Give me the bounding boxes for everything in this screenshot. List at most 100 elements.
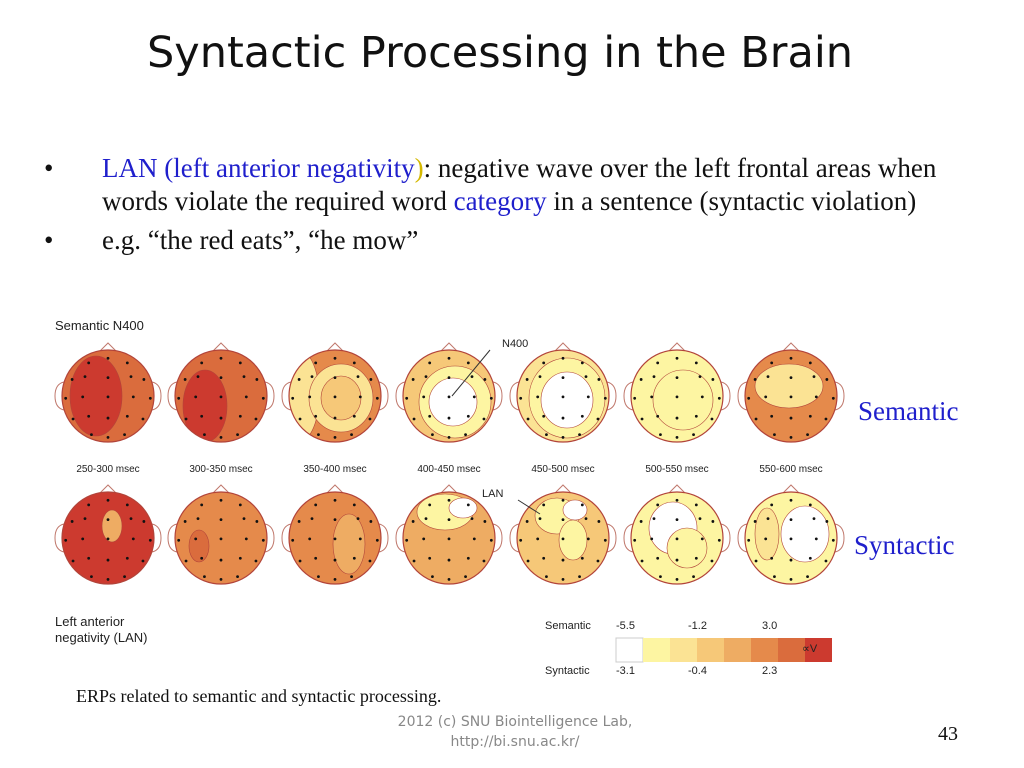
electrode (586, 537, 590, 541)
syntactic-row-label: Syntactic (854, 530, 955, 560)
electrode (412, 417, 416, 421)
bullet-dot: • (44, 225, 54, 255)
electrode (352, 556, 356, 560)
electrode (203, 575, 206, 579)
electrode (356, 375, 360, 379)
electrode (200, 361, 204, 365)
electrode (129, 375, 133, 379)
right-ear (151, 381, 162, 411)
scale-swatch (751, 638, 778, 662)
electrode (808, 556, 812, 560)
electrode (675, 518, 679, 521)
electrode (789, 376, 793, 379)
electrode (106, 436, 110, 439)
electrode (291, 396, 295, 400)
left-ear (737, 381, 748, 411)
electrode (538, 517, 542, 521)
electrode (90, 433, 93, 437)
electrode (148, 396, 152, 400)
electrode (603, 396, 607, 400)
electrode (675, 356, 679, 360)
electrode (238, 503, 242, 507)
bullet-item-example: • e.g. “the red eats”, “he mow” (40, 224, 980, 257)
electrode (106, 558, 110, 562)
electrode (424, 375, 428, 379)
electrode (194, 395, 198, 399)
electrode (561, 498, 565, 502)
electrode (350, 575, 353, 579)
right-ear (492, 523, 503, 553)
electrode (352, 361, 356, 365)
electrode (87, 361, 91, 365)
contour-region (182, 369, 228, 442)
scalp-map-sem-2 (167, 342, 275, 443)
right-ear (834, 381, 845, 411)
lan-figure-title: Left anterior negativity (LAN) (55, 614, 147, 646)
electrode (447, 518, 451, 521)
electrode (489, 538, 493, 542)
electrode (255, 520, 259, 523)
electrode (81, 537, 85, 541)
electrode (131, 537, 135, 541)
scalp-outline (174, 491, 268, 585)
electrode (694, 556, 698, 560)
electrode (219, 436, 223, 439)
electrode (447, 395, 451, 399)
electrode (350, 433, 353, 437)
electrode (789, 416, 793, 420)
electrode (184, 417, 188, 421)
category-highlight: category (453, 186, 547, 216)
right-ear (834, 523, 845, 553)
left-ear (167, 381, 178, 411)
electrode (141, 417, 145, 421)
electrode (375, 538, 379, 542)
electrode (814, 395, 818, 399)
electrode (694, 503, 698, 507)
scalp-outline (630, 349, 724, 443)
electrode (141, 559, 145, 563)
electrode (675, 395, 679, 399)
electrode (789, 395, 793, 399)
slide-footer: 2012 (c) SNU Biointelligence Lab, http:/… (350, 712, 680, 752)
electrode (428, 361, 432, 365)
electrode (314, 503, 318, 507)
electrode (219, 395, 223, 399)
electrode (770, 556, 774, 560)
electrode (561, 578, 565, 581)
electrode (298, 417, 302, 421)
electrode (310, 375, 314, 379)
n400-pointer (451, 349, 491, 397)
time-label: 500-550 msec (645, 464, 709, 475)
electrode (711, 520, 715, 523)
electrode (640, 559, 644, 563)
electrode (652, 375, 656, 379)
electrode (70, 378, 74, 381)
electrode (633, 396, 637, 400)
scalp-outline (61, 491, 155, 585)
electrode (525, 378, 529, 381)
electrode (71, 417, 75, 421)
electrode (333, 376, 337, 379)
scalp-map-sem-4 (395, 342, 503, 443)
scale-syntactic-max: 2.3 (762, 665, 778, 677)
electrode (578, 433, 581, 437)
electrode (824, 559, 828, 563)
electrode (466, 361, 470, 365)
electrode (808, 414, 812, 418)
electrode (640, 417, 644, 421)
electrode (770, 361, 774, 365)
electrode (255, 378, 259, 381)
scale-syntactic-mid: -0.4 (688, 665, 707, 677)
electrode (578, 575, 581, 579)
electrode (710, 559, 714, 563)
electrode (238, 361, 242, 365)
electrode (70, 520, 74, 523)
electrode (184, 559, 188, 563)
electrode (747, 396, 751, 400)
electrode (308, 537, 312, 541)
electrode (770, 414, 774, 418)
electrode (656, 556, 660, 560)
right-ear (264, 523, 275, 553)
electrode (483, 378, 487, 381)
electrode (203, 433, 206, 437)
